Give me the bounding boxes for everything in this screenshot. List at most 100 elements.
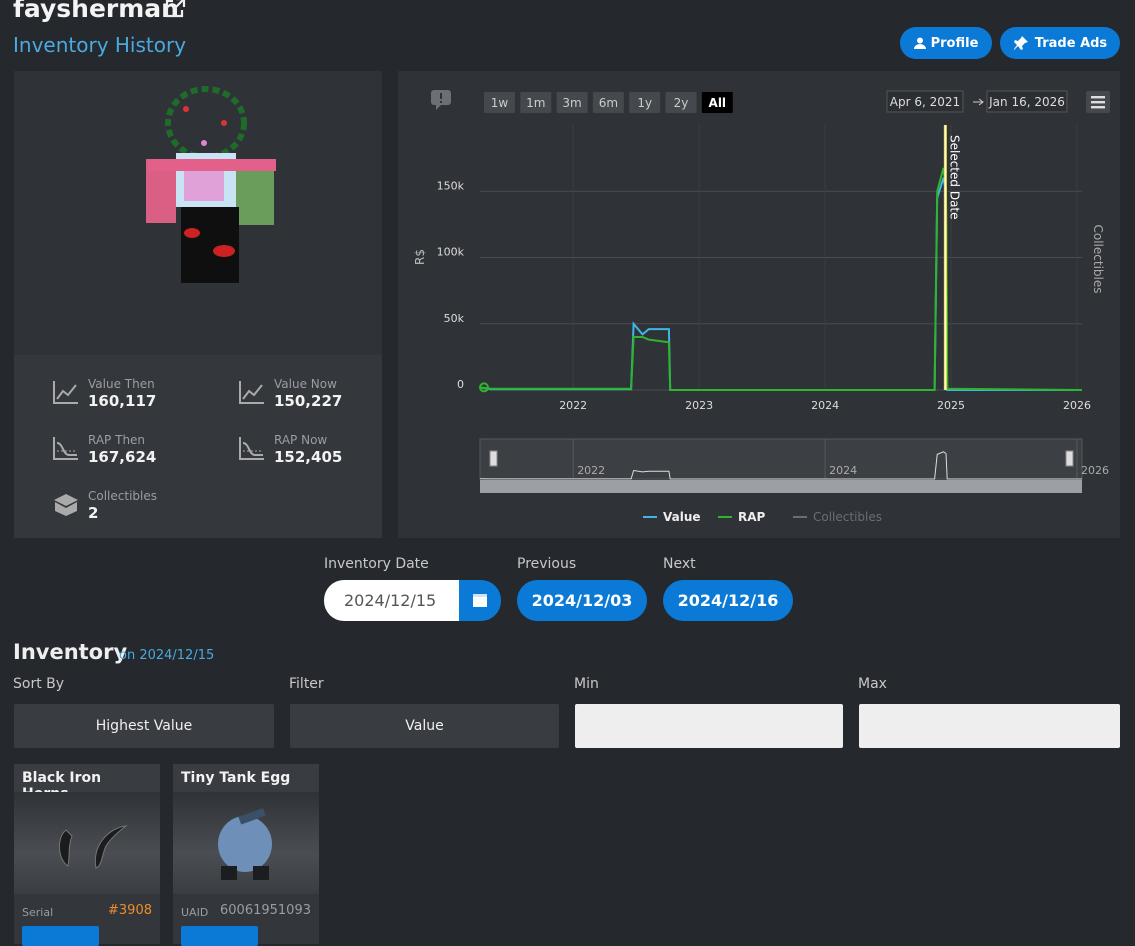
filter-input[interactable]	[859, 704, 1120, 748]
avatar-panel: Value Then 160,117 Value Now 150,227 RAP The…	[14, 71, 382, 538]
item-button[interactable]	[181, 926, 258, 946]
stat-icon	[239, 381, 264, 404]
date-from: Apr 6, 2021	[890, 95, 960, 109]
navigator-line	[479, 451, 1082, 480]
date-to-box[interactable]	[986, 90, 1068, 113]
legend-item[interactable]: RAP	[718, 510, 766, 524]
navigator-bg	[479, 438, 1083, 480]
legend-item[interactable]: Value	[643, 510, 701, 524]
next-button[interactable]: 2024/12/16	[663, 580, 793, 621]
comment-icon[interactable]	[431, 90, 451, 110]
x-tick-label: 2025	[937, 399, 965, 412]
legend-label: Value	[663, 510, 701, 524]
chart: 1w 1m 3m 6m 1y 2y All Apr 6, 2021 Jan 16, 2026 0 5…	[413, 90, 1110, 524]
navigator-tick-label: 2024	[829, 464, 857, 477]
range-button-bg	[701, 92, 733, 113]
range-button-label: All	[709, 96, 727, 110]
y-axis-label: R$	[413, 249, 427, 265]
item-id: #3908	[108, 903, 152, 918]
legend-item[interactable]: Collectibles	[793, 510, 882, 524]
stat-value: 152,405	[274, 448, 343, 466]
stat-label: RAP Now	[274, 433, 328, 447]
x-tick-label: 2023	[685, 399, 713, 412]
range-button[interactable]: 2y	[665, 92, 697, 113]
range-arrow	[973, 98, 984, 106]
x-tick-label: 2024	[811, 399, 839, 412]
range-button-bg	[629, 92, 661, 113]
y2-axis-label: Collectibles	[1091, 225, 1105, 294]
inventory-title: Inventory	[13, 640, 128, 664]
item-card[interactable]: Black Iron Horns Serial #3908	[14, 764, 160, 946]
series-line	[479, 167, 1083, 391]
trade-ads-button[interactable]: Trade Ads	[1000, 27, 1120, 59]
range-button-bg	[484, 92, 515, 113]
stat-value: 2	[88, 504, 99, 522]
start-marker	[479, 382, 489, 393]
stat-icon	[54, 494, 78, 516]
y-tick-label: 150k	[437, 179, 465, 192]
range-button[interactable]: 1y	[629, 92, 661, 113]
stat-label: Collectibles	[88, 489, 157, 503]
filter-label: Min	[574, 676, 599, 692]
x-tick-label: 2026	[1063, 399, 1091, 412]
item-button[interactable]	[22, 926, 99, 946]
range-button-label: 6m	[599, 96, 618, 110]
username: faysherman	[13, 0, 179, 23]
selected-date-annotation: Selected Date	[947, 135, 961, 220]
item-id-label: UAID	[181, 906, 209, 919]
range-button[interactable]: All	[701, 92, 733, 113]
stat-value: 160,117	[88, 392, 157, 410]
button-label: Trade Ads	[1034, 35, 1108, 51]
stat-icon	[53, 437, 78, 460]
legend-label: RAP	[738, 510, 766, 524]
range-button-label: 1y	[637, 96, 652, 110]
legend-label: Collectibles	[813, 510, 882, 524]
range-button-label: 1w	[491, 96, 509, 110]
scrollbar[interactable]	[480, 480, 1082, 493]
avatar-image	[146, 86, 276, 283]
range-button-label: 1m	[526, 96, 545, 110]
previous-button[interactable]: 2024/12/03	[517, 580, 647, 621]
navigator-handle[interactable]	[489, 450, 498, 467]
date-label: Inventory Date	[324, 556, 429, 572]
filter-input[interactable]	[575, 704, 843, 748]
range-button-label: 3m	[562, 96, 581, 110]
menu-icon[interactable]	[1086, 91, 1110, 113]
item-image	[173, 792, 319, 894]
next-label: Next	[663, 556, 696, 572]
item-card[interactable]: Tiny Tank Egg UAID 60061951093	[173, 764, 319, 946]
y-tick-label: 100k	[437, 246, 465, 259]
calendar-button[interactable]	[459, 580, 501, 621]
range-button[interactable]: 6m	[592, 92, 624, 113]
y-tick-label: 50k	[444, 312, 465, 325]
filter-select[interactable]: Highest Value	[14, 704, 274, 748]
navigator-handle[interactable]	[1065, 450, 1074, 467]
series-line	[479, 177, 1082, 391]
button-label: Profile	[930, 35, 979, 51]
date-from-box[interactable]	[886, 90, 964, 113]
range-button-bg	[556, 92, 588, 113]
filter-label: Filter	[289, 676, 324, 692]
x-tick-label: 2022	[559, 399, 587, 412]
navigator-tick-label: 2022	[577, 464, 605, 477]
inventory-date: on 2024/12/15	[119, 648, 215, 663]
item-image	[14, 792, 160, 894]
external-link-icon[interactable]	[164, 0, 186, 19]
chart-panel: 1w 1m 3m 6m 1y 2y All Apr 6, 2021 Jan 16, 2026 0 5…	[398, 71, 1120, 538]
date-input[interactable]: 2024/12/15	[324, 580, 459, 621]
page-subtitle: Inventory History	[13, 33, 187, 57]
date-to: Jan 16, 2026	[988, 95, 1065, 109]
stat-value: 150,227	[274, 392, 343, 410]
item-id: 60061951093	[220, 903, 311, 918]
stat-label: Value Now	[274, 377, 337, 391]
profile-button[interactable]: Profile	[900, 27, 992, 59]
range-button[interactable]: 3m	[556, 92, 588, 113]
filter-select[interactable]: Value	[290, 704, 559, 748]
stat-value: 167,624	[88, 448, 157, 466]
range-button-bg	[520, 92, 552, 113]
range-button[interactable]: 1w	[484, 92, 515, 113]
item-name: Tiny Tank Egg	[173, 764, 319, 792]
range-button[interactable]: 1m	[520, 92, 552, 113]
range-button-bg	[665, 92, 697, 113]
